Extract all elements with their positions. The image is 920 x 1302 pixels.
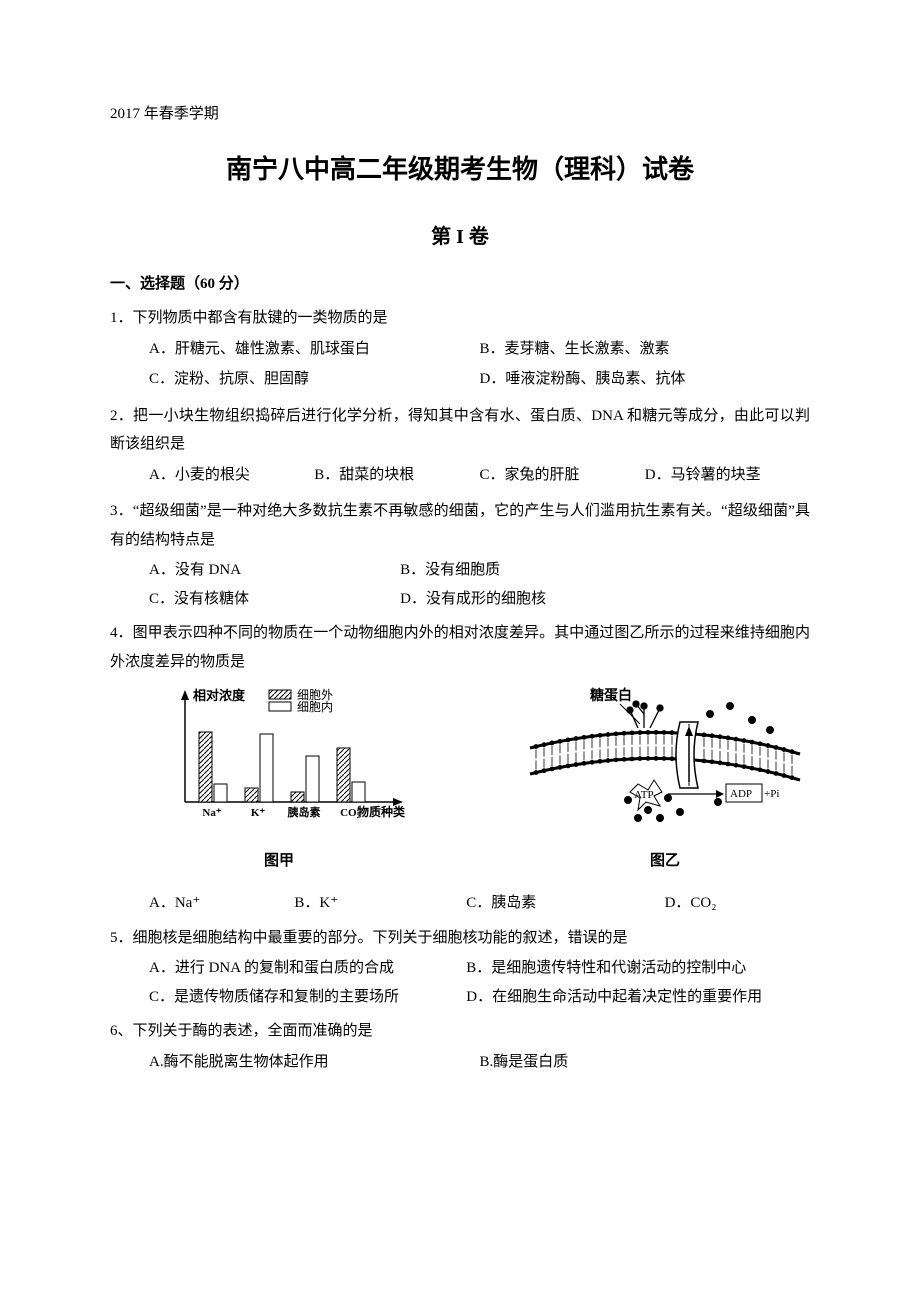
svg-text:K⁺: K⁺ xyxy=(251,807,266,819)
option-c: C．是遗传物质储存和复制的主要场所 xyxy=(149,983,466,1012)
svg-text:Na⁺: Na⁺ xyxy=(202,807,221,819)
option-a: A.酶不能脱离生物体起作用 xyxy=(149,1048,480,1077)
svg-text:物质种类: 物质种类 xyxy=(357,804,406,819)
option-b: B．麦芽糖、生长激素、激素 xyxy=(480,335,811,364)
option-c: C．胰岛素 xyxy=(466,889,664,918)
question-text: 2．把一小块生物组织捣碎后进行化学分析，得知其中含有水、蛋白质、DNA 和糖元等… xyxy=(110,402,810,459)
svg-text:细胞内: 细胞内 xyxy=(297,700,333,714)
option-a: A．进行 DNA 的复制和蛋白质的合成 xyxy=(149,954,466,983)
question-2: 2．把一小块生物组织捣碎后进行化学分析，得知其中含有水、蛋白质、DNA 和糖元等… xyxy=(110,402,810,492)
atp-burst: ATP xyxy=(630,780,662,810)
legend: 细胞外 细胞内 xyxy=(269,688,333,714)
option-c: C．家兔的肝脏 xyxy=(480,461,645,490)
figure-caption: 图甲 xyxy=(149,847,409,876)
option-a: A．肝糖元、雄性激素、肌球蛋白 xyxy=(149,335,480,364)
figure-caption: 图乙 xyxy=(520,847,810,876)
option-a: A．Na⁺ xyxy=(149,889,294,918)
figure-yi: 糖蛋白 xyxy=(520,684,810,875)
option-d: D．在细胞生命活动中起着决定性的重要作用 xyxy=(466,983,810,1012)
volume-title: 第 I 卷 xyxy=(110,218,810,256)
option-b: B．是细胞遗传特性和代谢活动的控制中心 xyxy=(466,954,810,983)
option-d: D．唾液淀粉酶、胰岛素、抗体 xyxy=(480,365,811,394)
question-1: 1．下列物质中都含有肽键的一类物质的是 A．肝糖元、雄性激素、肌球蛋白 B．麦芽… xyxy=(110,304,810,396)
figure-jia: 相对浓度 细胞外 细胞内 Na⁺K⁺胰岛素CO₂ xyxy=(149,684,409,875)
option-b: B.酶是蛋白质 xyxy=(480,1048,811,1077)
option-b: B．甜菜的块根 xyxy=(314,461,479,490)
svg-text:+Pi: +Pi xyxy=(764,788,779,800)
question-text: 5．细胞核是细胞结构中最重要的部分。下列关于细胞核功能的叙述，错误的是 xyxy=(110,924,810,953)
svg-text:ATP: ATP xyxy=(634,789,654,801)
option-d: D．马铃薯的块茎 xyxy=(645,461,810,490)
question-5: 5．细胞核是细胞结构中最重要的部分。下列关于细胞核功能的叙述，错误的是 A．进行… xyxy=(110,924,810,1012)
option-c: C．没有核糖体 xyxy=(149,585,400,614)
semester-label: 2017 年春季学期 xyxy=(110,100,810,129)
option-d: D．CO₂ xyxy=(665,889,810,918)
section-heading: 一、选择题（60 分） xyxy=(110,270,810,299)
option-d: D．没有成形的细胞核 xyxy=(400,585,810,614)
question-text: 4．图甲表示四种不同的物质在一个动物细胞内外的相对浓度差异。其中通过图乙所示的过… xyxy=(110,619,810,676)
ylabel: 相对浓度 xyxy=(193,688,246,703)
question-6: 6、下列关于酶的表述，全面而准确的是 A.酶不能脱离生物体起作用 B.酶是蛋白质 xyxy=(110,1017,810,1076)
question-text: 1．下列物质中都含有肽键的一类物质的是 xyxy=(110,304,810,333)
svg-text:糖蛋白: 糖蛋白 xyxy=(590,687,632,704)
paper-title: 南宁八中高二年级期考生物（理科）试卷 xyxy=(110,145,810,194)
svg-text:ADP: ADP xyxy=(730,788,752,800)
option-b: B．没有细胞质 xyxy=(400,556,810,585)
option-a: A．没有 DNA xyxy=(149,556,400,585)
svg-text:胰岛素: 胰岛素 xyxy=(287,805,321,819)
option-b: B．K⁺ xyxy=(294,889,466,918)
question-text: 6、下列关于酶的表述，全面而准确的是 xyxy=(110,1017,810,1046)
option-a: A．小麦的根尖 xyxy=(149,461,314,490)
question-4: 4．图甲表示四种不同的物质在一个动物细胞内外的相对浓度差异。其中通过图乙所示的过… xyxy=(110,619,810,918)
question-3: 3．“超级细菌”是一种对绝大多数抗生素不再敏感的细菌，它的产生与人们滥用抗生素有… xyxy=(110,497,810,613)
question-text: 3．“超级细菌”是一种对绝大多数抗生素不再敏感的细菌，它的产生与人们滥用抗生素有… xyxy=(110,497,810,554)
membrane-svg: 糖蛋白 xyxy=(520,684,810,834)
bar-chart-svg: 相对浓度 细胞外 细胞内 Na⁺K⁺胰岛素CO₂ xyxy=(149,684,409,834)
option-c: C．淀粉、抗原、胆固醇 xyxy=(149,365,480,394)
